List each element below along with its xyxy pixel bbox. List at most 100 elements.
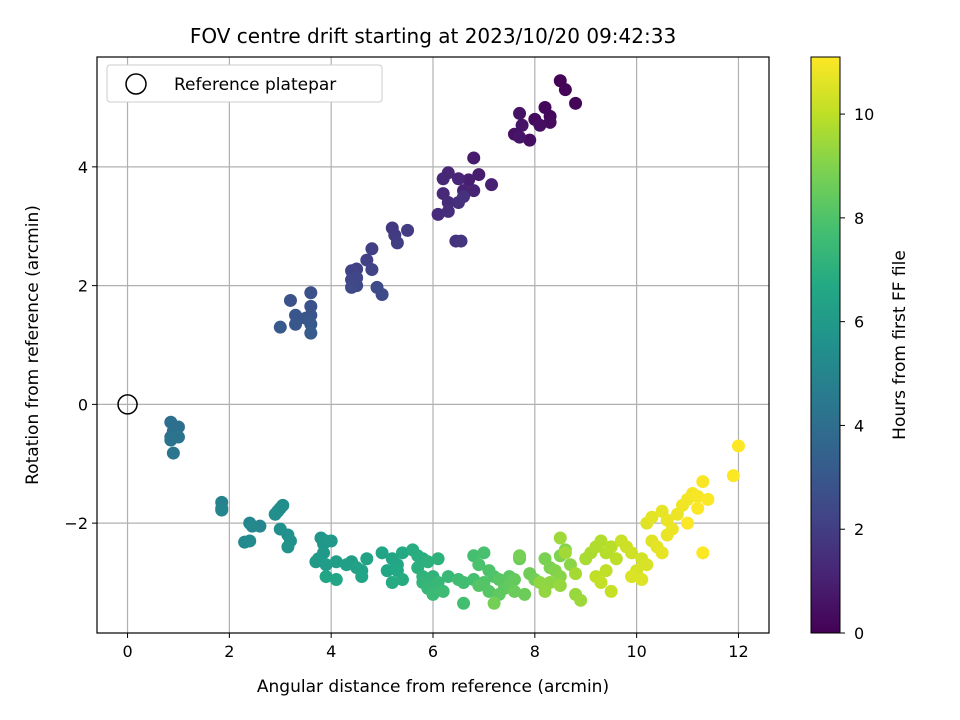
data-point (640, 558, 654, 572)
legend-box (106, 64, 383, 103)
data-point (309, 555, 323, 569)
y-tick-label: 0 (78, 395, 88, 414)
data-point (319, 570, 333, 584)
data-point (472, 558, 486, 572)
data-point (304, 326, 318, 340)
data-point (273, 320, 287, 334)
data-point (487, 596, 501, 610)
data-point (553, 570, 567, 584)
x-axis-title: Angular distance from reference (arcmin) (257, 677, 609, 697)
data-point (507, 584, 521, 598)
data-point (289, 308, 303, 322)
data-point (731, 439, 745, 453)
data-point (655, 546, 669, 560)
x-tick-label: 12 (728, 642, 748, 661)
data-point (472, 578, 486, 592)
data-point (360, 552, 374, 566)
data-point (375, 546, 389, 560)
data-point (513, 130, 527, 144)
data-point (696, 546, 710, 560)
data-point (513, 106, 527, 120)
data-point (599, 564, 613, 578)
data-point (441, 195, 455, 209)
data-point (625, 546, 639, 560)
data-point (436, 584, 450, 598)
data-point (609, 552, 623, 566)
data-point (523, 133, 537, 147)
scatter-points (164, 74, 745, 610)
data-point (329, 555, 343, 569)
data-point (431, 207, 445, 221)
data-point (380, 564, 394, 578)
data-point (558, 546, 572, 560)
colorbar-tick-label: 8 (854, 209, 864, 228)
data-point (558, 83, 572, 97)
data-point (360, 253, 374, 267)
data-point (329, 573, 343, 587)
data-point (467, 151, 481, 165)
data-point (304, 317, 318, 331)
data-point (604, 540, 618, 554)
data-point (691, 501, 705, 515)
data-point (485, 178, 499, 192)
data-point (385, 576, 399, 590)
chart-title: FOV centre drift starting at 2023/10/20 … (190, 24, 676, 48)
data-point (513, 549, 527, 563)
x-tick-label: 10 (626, 642, 646, 661)
plot-area: 0 2 4 6 8 10 12 −2 0 2 4 (64, 56, 770, 661)
data-point (365, 242, 379, 256)
legend-open-circle-icon (125, 73, 147, 95)
data-point (426, 587, 440, 601)
data-point (281, 540, 295, 554)
data-point (538, 584, 552, 598)
data-point (436, 172, 450, 186)
data-point (681, 516, 695, 530)
y-axis-ticks: −2 0 2 4 (64, 158, 97, 533)
data-point (467, 184, 481, 198)
data-point (345, 280, 359, 294)
x-tick-label: 0 (122, 642, 132, 661)
data-point (431, 552, 445, 566)
plot-frame (96, 56, 770, 634)
data-point (454, 234, 468, 248)
x-axis-ticks: 0 2 4 6 8 10 12 (122, 633, 749, 661)
x-tick-label: 8 (530, 642, 540, 661)
data-point (215, 503, 229, 517)
data-point (339, 558, 353, 572)
data-point (243, 534, 257, 548)
data-point (635, 573, 649, 587)
data-point (594, 534, 608, 548)
data-point (472, 168, 486, 182)
data-point (477, 546, 491, 560)
colorbar-tick-label: 4 (854, 416, 864, 435)
colorbar-tick-label: 10 (854, 105, 874, 124)
colorbar-gradient (810, 56, 841, 634)
data-point (569, 96, 583, 110)
data-point (319, 558, 333, 572)
data-point (515, 118, 529, 132)
colorbar: 0 2 4 6 8 10 Hours from first FF file (810, 56, 910, 643)
data-point (553, 531, 567, 545)
data-point (457, 190, 471, 204)
data-point (462, 173, 476, 187)
colorbar-tick-label: 2 (854, 520, 864, 539)
y-axis-title: Rotation from reference (arcmin) (23, 205, 43, 485)
x-tick-label: 4 (326, 642, 336, 661)
colorbar-tick-label: 6 (854, 313, 864, 332)
data-point (283, 293, 297, 307)
data-point (482, 584, 496, 598)
data-point (574, 593, 588, 607)
data-point (625, 570, 639, 584)
data-point (507, 573, 521, 587)
data-point (421, 555, 435, 569)
x-tick-label: 2 (224, 642, 234, 661)
data-point (696, 475, 710, 489)
data-point (245, 519, 259, 533)
data-point (166, 446, 180, 460)
colorbar-label: Hours from first FF file (890, 250, 910, 440)
data-point (604, 584, 618, 598)
data-point (660, 513, 674, 527)
data-point (365, 263, 379, 277)
y-tick-label: −2 (64, 514, 88, 533)
